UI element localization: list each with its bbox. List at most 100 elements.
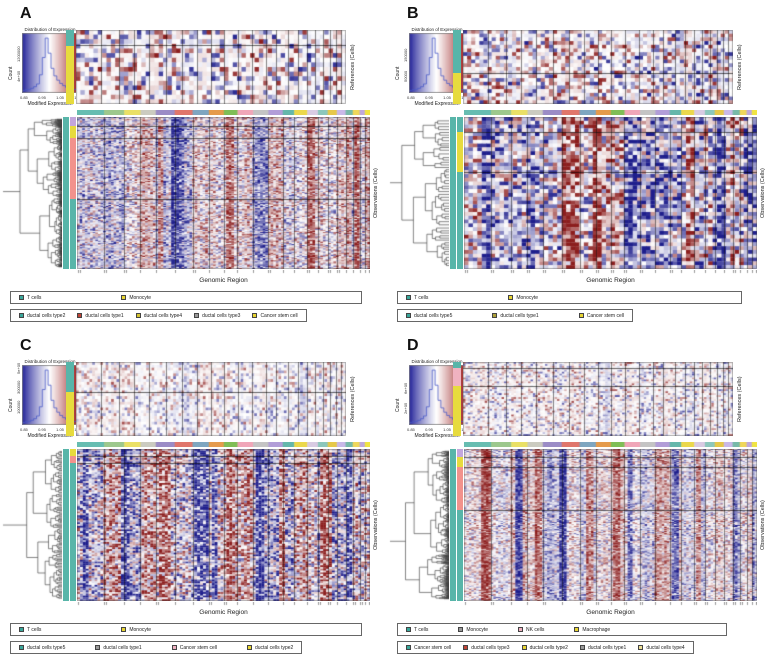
legend-swatch [638,645,644,650]
observation-group-sidebar-outer-segment [63,117,69,269]
reference-group-sidebar-segment [66,362,74,392]
reference-heatmap [463,362,733,436]
count-axis-label: Count [8,398,14,412]
legend-entry-label: ductal cells type1 [500,312,539,319]
legend-entry: ductal cells type2 [521,645,568,651]
legend-entry: Monocyte [121,627,151,633]
observation-group-sidebar-inner-segment [70,199,76,269]
legend-entry-label: Cancer stem cell [179,644,217,651]
observation-group-sidebar-inner-segment [70,449,76,456]
legend-entry-label: ductal cells type2 [27,312,66,319]
legend-entry-label: ductal cells type3 [202,312,241,319]
legend-swatch [518,627,524,632]
expression-legend-title: Distribution of Expression [411,359,463,364]
observations-label: Observations (Cells) [760,168,766,218]
legend-swatch [492,313,498,318]
legend-entry: NK cells [518,627,544,633]
observations-label: Observations (Cells) [760,500,766,550]
legend-entry-label: ductal cells type1 [587,644,627,651]
panel-letter: B [407,5,419,22]
legend-entry: Monocyte [458,627,488,633]
legend-entry: ductal cells type5 [19,645,65,651]
observations-heatmap [464,117,757,269]
genomic-region-label: Genomic Region [199,609,248,616]
observation-group-sidebar-outer-segment [450,449,456,601]
cell-type-legend-box: T cells Monocyte NK cells Macrophage [397,623,727,636]
legend-entry-label: T cells [27,626,42,633]
legend-entry: Cancer stem cell [578,312,624,319]
legend-swatch [95,645,101,650]
expression-legend-title: Distribution of Expression [411,27,463,32]
legend-entry-label: ductal cells type5 [414,312,453,319]
observation-group-sidebar-outer [450,449,456,601]
count-axis-tick: 4e+05 [16,70,21,82]
panel-letter: C [20,337,32,354]
panel-letter: D [407,337,419,354]
genomic-region-ticks [77,602,370,608]
observation-group-sidebar-inner [70,449,76,601]
expression-xtick: 0.95 [425,95,433,100]
modified-expression-label: Modified Expression [27,433,73,439]
legend-entry: Monocyte [508,295,538,301]
cell-type-legend-box: ductal cells type2 ductal cells type1 duct… [10,309,307,322]
legend-entry: ductal cells type1 [95,644,142,651]
legend-swatch [121,627,127,632]
observation-group-sidebar-inner-segment [70,126,76,139]
cell-type-legend-box: ductal cells type5 ductal cells type1 Canc… [397,309,633,322]
expression-xtick: 0.95 [425,427,433,432]
legend-entry: T cells [19,627,41,633]
observation-group-sidebar-inner-segment [70,455,76,463]
panel-B: B Distribution of Expression Count 50000 150… [387,0,774,330]
legend-entry: Cancer stem cell [406,645,451,651]
references-label: References (Cells) [737,44,743,90]
observations-heatmap [464,449,757,601]
reference-heatmap [76,30,346,104]
count-axis-tick: 300000 [16,380,21,394]
legend-entry-label: Monocyte [466,626,489,633]
expression-xtick: 0.85 [20,95,28,100]
count-axis-tick: 2e+05 [403,402,408,414]
panel-letter: A [20,5,32,22]
genomic-region-label: Genomic Region [586,609,635,616]
count-axis-tick: 6e+05 [403,382,408,394]
reference-heatmap [76,362,346,436]
observation-group-sidebar-outer [63,117,69,269]
legend-entry: ductal cells type5 [406,313,452,319]
cell-type-legend-box: T cells Monocyte [10,291,362,304]
observation-group-sidebar-outer [450,117,456,269]
legend-entry: ductal cells type2 [19,313,65,319]
legend-entry: ductal cells type3 [463,645,510,651]
legend-entry-label: ductal cells type4 [143,312,183,319]
legend-entry-label: ductal cells type1 [103,644,142,651]
observation-group-sidebar-inner-segment [457,509,463,601]
reference-group-sidebar [453,30,461,104]
chromosome-color-bar [77,442,370,447]
reference-group-sidebar [66,362,74,436]
cell-type-legend-box: T cells Monocyte [397,291,742,304]
legend-swatch [252,313,258,318]
legend-swatch [406,313,411,318]
genomic-region-ticks [464,602,757,608]
expression-xtick: 1.05 [443,95,451,100]
legend-entry-label: Cancer stem cell [586,312,624,319]
expression-xtick: 0.85 [20,427,28,432]
legend-swatch [406,627,411,632]
observation-group-sidebar-outer [63,449,69,601]
chromosome-color-bar [77,110,370,115]
legend-entry-label: ductal cells type4 [646,644,685,651]
legend-entry: ductal cells type1 [77,312,124,319]
observations-label: Observations (Cells) [373,168,379,218]
observation-group-sidebar-inner-segment [70,117,76,127]
observation-group-sidebar-inner-segment [457,456,463,468]
expression-xtick: 0.85 [407,427,415,432]
observations-dendrogram [389,117,449,269]
legend-swatch [19,645,24,650]
observation-group-sidebar-inner-segment [457,171,463,269]
legend-entry-label: ductal cells type1 [85,312,124,319]
observation-group-sidebar-inner-segment [457,132,463,172]
legend-entry-label: ductal cells type2 [254,644,294,651]
reference-heatmap [463,30,733,104]
genomic-region-label: Genomic Region [199,277,248,284]
modified-expression-label: Modified Expression [414,101,460,107]
legend-entry-label: Cancer stem cell [260,312,298,319]
